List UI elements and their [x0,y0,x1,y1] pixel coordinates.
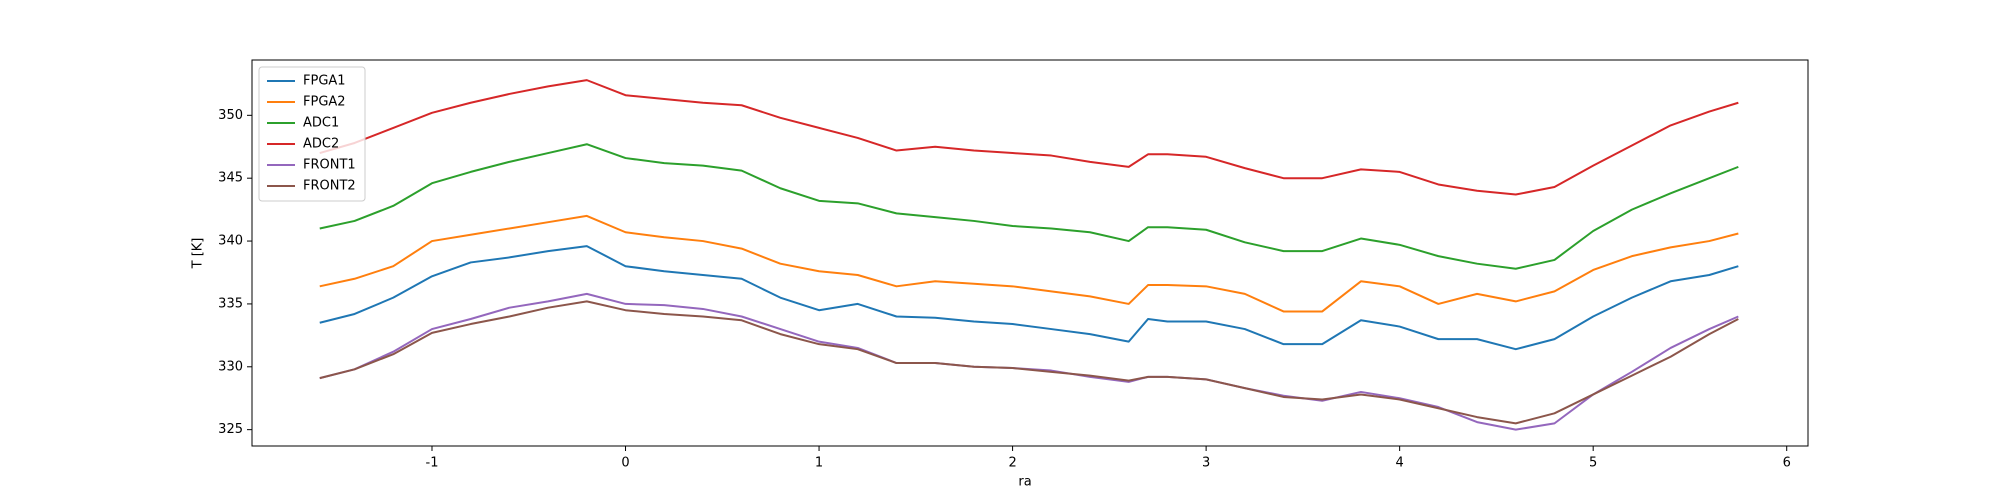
legend-label: FPGA1 [303,74,346,89]
y-tick-label: 325 [218,422,243,437]
y-tick-label: 345 [218,171,243,186]
x-tick-label: 4 [1396,456,1404,471]
x-tick-label: 5 [1589,456,1597,471]
series-line [319,79,1739,196]
legend-label: FRONT1 [303,158,356,173]
series-line [319,245,1739,351]
x-tick-label: -1 [426,456,439,471]
y-tick-label: 340 [218,234,243,249]
legend: FPGA1 FPGA2 ADC1 ADC2 FRONT1 FRONT2 [258,66,366,202]
legend-label: FPGA2 [303,95,346,110]
y-axis-label: T [K] [191,238,206,270]
x-tick-label: 3 [1202,456,1210,471]
x-tick-label: 0 [621,456,629,471]
y-tick-label: 350 [218,108,243,123]
x-tick-label: 6 [1783,456,1791,471]
plot-frame [251,59,1809,447]
x-tick-label: 2 [1008,456,1016,471]
series-line [319,300,1739,425]
legend-box [258,66,366,202]
legend-label: ADC2 [303,137,339,152]
x-axis-label: ra [1018,475,1031,490]
series-line [319,214,1739,313]
series-line [319,143,1739,270]
series-line [319,292,1739,431]
legend-label: FRONT2 [303,179,356,194]
y-tick-label: 335 [218,296,243,311]
y-tick-label: 330 [218,359,243,374]
x-tick-label: 1 [815,456,823,471]
legend-label: ADC1 [303,116,339,131]
